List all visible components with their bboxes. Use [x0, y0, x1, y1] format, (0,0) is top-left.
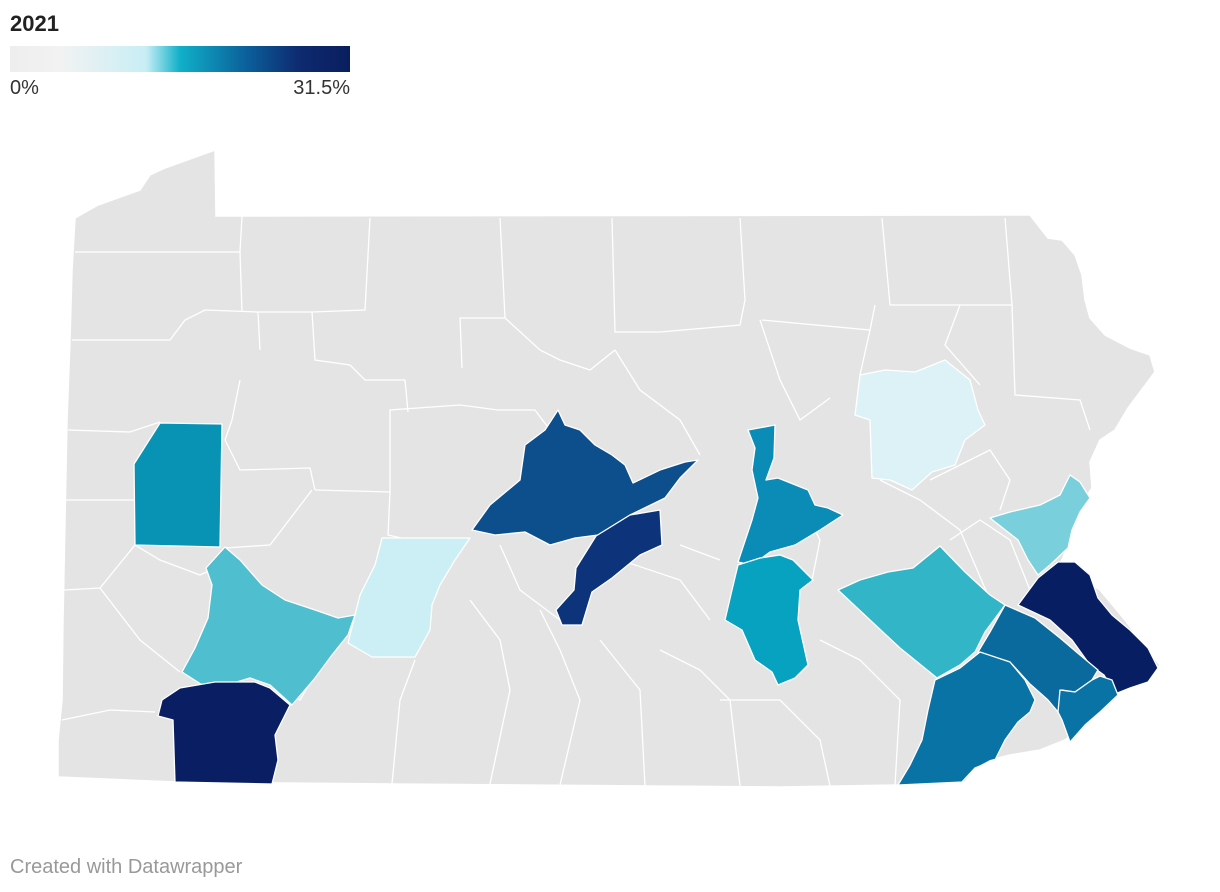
- legend-min-label: 0%: [10, 77, 39, 99]
- county-3: [555, 509, 663, 626]
- county-7: [854, 359, 986, 491]
- county-borders: [61, 215, 1091, 787]
- county-6: [157, 681, 291, 785]
- legend-max-label: 31.5%: [293, 77, 350, 99]
- state-boundary-cutout: [965, 742, 1070, 790]
- county-2: [471, 409, 699, 546]
- legend-title: 2021: [10, 11, 59, 36]
- legend-color-bar: [10, 46, 350, 72]
- county-5: [181, 546, 356, 706]
- county-8: [737, 424, 844, 566]
- county-15: [1057, 675, 1119, 743]
- credit-text: Created with Datawrapper: [10, 856, 243, 878]
- county-11: [989, 474, 1091, 576]
- county-4: [347, 537, 471, 658]
- highlighted-counties: [133, 359, 1159, 786]
- county-9: [724, 554, 814, 686]
- county-1: [133, 422, 223, 548]
- county-14: [897, 651, 1036, 786]
